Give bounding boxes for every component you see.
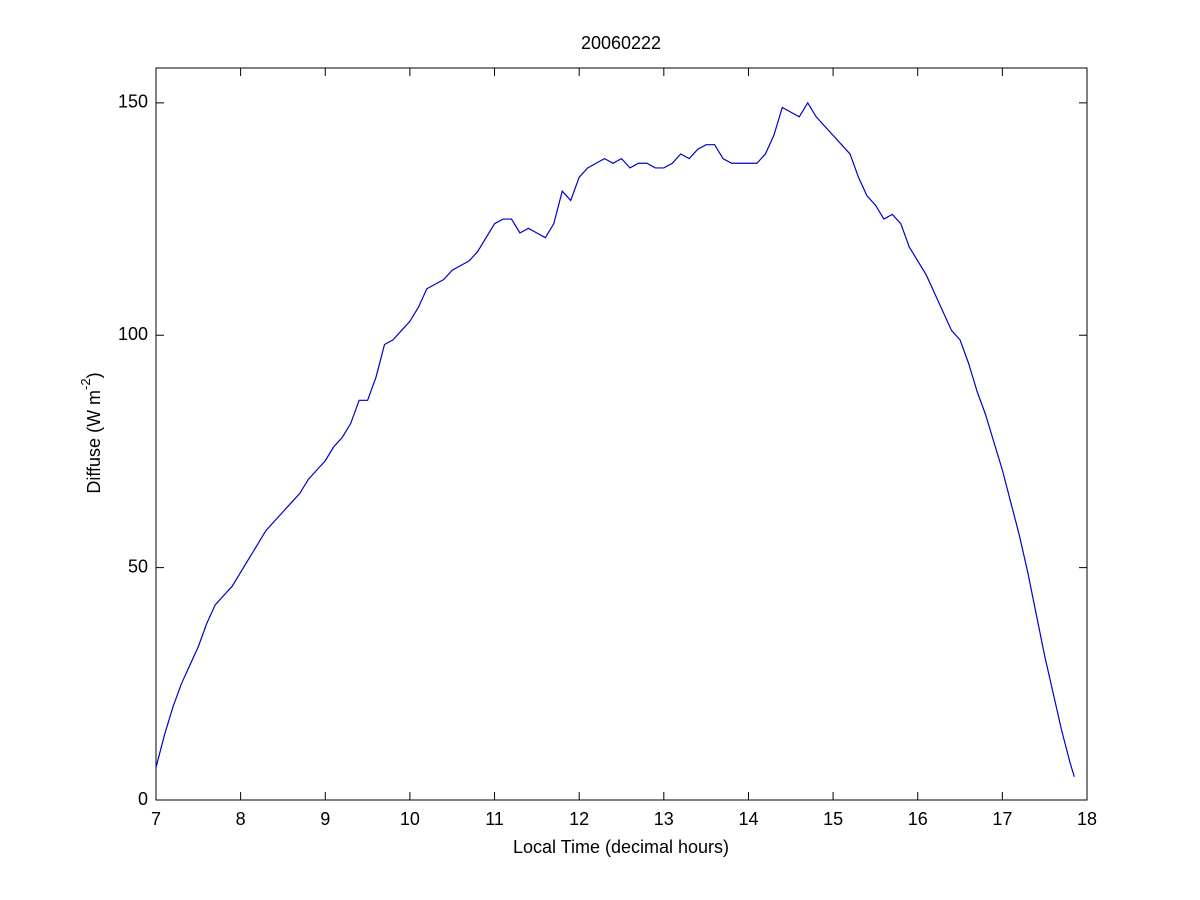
x-tick-label: 15 [823, 809, 843, 829]
y-label-text: Diffuse (W m [84, 390, 104, 494]
y-label-superscript: -2 [78, 378, 93, 390]
x-tick-label: 12 [569, 809, 589, 829]
x-tick-label: 9 [320, 809, 330, 829]
x-axis-label: Local Time (decimal hours) [513, 837, 729, 857]
x-tick-label: 14 [738, 809, 758, 829]
x-tick-label: 18 [1077, 809, 1097, 829]
x-tick-label: 17 [992, 809, 1012, 829]
x-tick-label: 8 [236, 809, 246, 829]
y-axis-label: Diffuse (W m-2) [78, 372, 103, 493]
y-tick-label: 50 [128, 556, 148, 576]
y-tick-label: 150 [118, 92, 148, 112]
x-tick-label: 10 [400, 809, 420, 829]
x-tick-label: 16 [908, 809, 928, 829]
x-tick-label: 11 [485, 809, 504, 829]
y-tick-label: 100 [118, 324, 148, 344]
data-line [155, 101, 1075, 777]
axes-box [155, 67, 1088, 801]
x-tick-label: 13 [654, 809, 674, 829]
y-label-suffix: ) [84, 372, 104, 378]
chart-title: 20060222 [581, 33, 661, 53]
y-tick-label: 0 [138, 789, 148, 809]
x-tick-label: 7 [151, 809, 161, 829]
